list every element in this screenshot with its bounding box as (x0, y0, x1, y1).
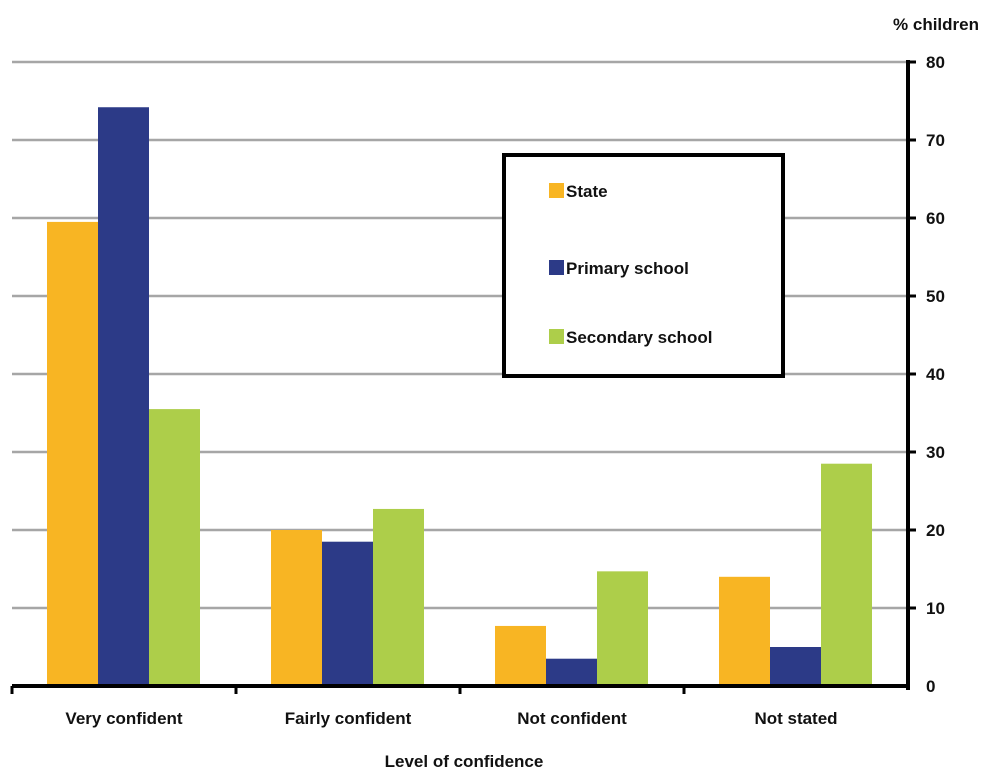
bar (719, 576, 770, 686)
legend-swatch (549, 183, 564, 198)
legend-swatch (549, 329, 564, 344)
category-labels: Very confident Fairly confident Not confid… (65, 709, 837, 728)
bar (149, 409, 200, 686)
y-tick-label: 80 (926, 53, 945, 72)
y-tick-label: 10 (926, 599, 945, 618)
y-axis-title: % children (893, 15, 979, 34)
bar (322, 541, 373, 686)
bar (271, 530, 322, 686)
bar (495, 625, 546, 686)
y-tick-label: 50 (926, 287, 945, 306)
y-tick-label: 70 (926, 131, 945, 150)
x-axis-title: Level of confidence (385, 752, 544, 771)
category-label: Not stated (754, 709, 837, 728)
legend-label: Primary school (566, 259, 689, 278)
y-tick-labels: 0 10 20 30 40 50 60 70 80 (908, 53, 945, 696)
y-tick-label: 0 (926, 677, 935, 696)
legend: State Primary school Secondary school (502, 153, 785, 378)
bar (770, 647, 821, 686)
bar (821, 463, 872, 686)
y-tick-label: 40 (926, 365, 945, 384)
bar (597, 571, 648, 686)
legend-swatch (549, 260, 564, 275)
bar (546, 658, 597, 686)
y-tick-label: 60 (926, 209, 945, 228)
legend-label: Secondary school (566, 328, 712, 347)
bar (98, 107, 149, 687)
category-label: Fairly confident (285, 709, 412, 728)
bar (373, 508, 424, 686)
bar (47, 221, 98, 686)
y-tick-label: 20 (926, 521, 945, 540)
x-tick-marks (10, 686, 686, 694)
category-label: Not confident (517, 709, 627, 728)
legend-label: State (566, 182, 608, 201)
category-label: Very confident (65, 709, 182, 728)
y-tick-label: 30 (926, 443, 945, 462)
bars (47, 107, 872, 687)
